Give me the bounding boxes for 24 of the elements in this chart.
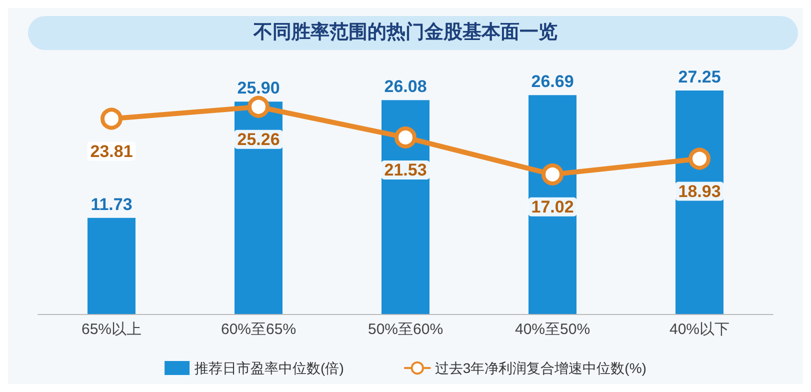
x-tick-label: 50%至60% xyxy=(368,321,444,338)
x-tick-label: 40%至50% xyxy=(514,321,590,338)
point xyxy=(542,163,564,186)
x-tick-label: 65%以上 xyxy=(81,321,142,338)
data-label: 21.53 xyxy=(384,160,427,180)
legend-label: 过去3年净利润复合增速中位数(%) xyxy=(434,360,646,376)
x-tick-label: 60%至65% xyxy=(220,321,296,338)
data-label: 18.93 xyxy=(678,182,721,201)
data-label: 25.90 xyxy=(237,78,280,98)
data-label: 11.73 xyxy=(90,194,132,214)
bar xyxy=(88,218,136,314)
legend-label: 推荐日市盈率中位数(倍) xyxy=(194,360,344,376)
chart-title: 不同胜率范围的热门金股基本面一览 xyxy=(252,21,558,43)
data-label: 17.02 xyxy=(531,197,574,216)
x-tick-label: 40%以下 xyxy=(669,321,730,338)
data-label: 27.25 xyxy=(678,68,721,87)
data-label: 26.69 xyxy=(531,72,574,92)
point xyxy=(688,148,710,170)
point xyxy=(394,126,416,148)
point xyxy=(248,96,270,118)
data-label: 23.81 xyxy=(90,142,133,161)
data-label: 25.26 xyxy=(237,130,280,149)
data-label: 26.08 xyxy=(384,77,427,96)
point xyxy=(100,108,122,130)
